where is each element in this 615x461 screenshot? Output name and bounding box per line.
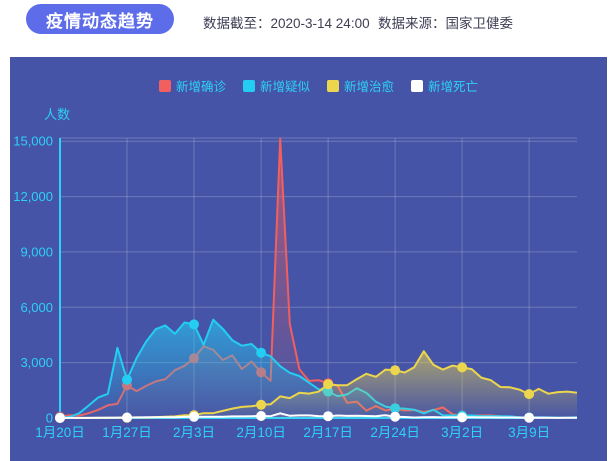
chart-legend: 新增确诊 新增疑似 新增治愈 新增死亡 bbox=[10, 76, 607, 95]
legend-label-confirmed: 新增确诊 bbox=[175, 80, 226, 94]
data-point-marker bbox=[256, 347, 267, 358]
data-point-marker bbox=[524, 412, 535, 423]
y-tick-label: 6,000 bbox=[20, 300, 53, 315]
data-point-marker bbox=[323, 379, 334, 390]
data-cutoff-text: 数据截至：2020-3-14 24:00 bbox=[203, 16, 370, 31]
x-tick-label: 2月24日 bbox=[370, 425, 420, 440]
legend-label-deaths: 新增死亡 bbox=[428, 80, 479, 94]
data-point-marker bbox=[323, 411, 334, 422]
legend-label-cured: 新增治愈 bbox=[344, 80, 395, 94]
legend-item-deaths[interactable]: 新增死亡 bbox=[411, 76, 478, 95]
series-line-3 bbox=[59, 412, 577, 419]
x-tick-label: 2月17日 bbox=[303, 425, 353, 440]
y-tick-label: 3,000 bbox=[20, 355, 53, 370]
data-point-marker bbox=[524, 389, 535, 400]
page-title: 疫情动态趋势 bbox=[46, 11, 154, 31]
data-point-marker bbox=[390, 365, 401, 376]
legend-item-confirmed[interactable]: 新增确诊 bbox=[158, 76, 226, 95]
x-tick-label: 2月3日 bbox=[173, 425, 215, 440]
confirmed-swatch-icon bbox=[158, 79, 171, 92]
data-source-text: 数据来源：国家卫健委 bbox=[378, 16, 513, 31]
data-point-marker bbox=[256, 411, 267, 421]
deaths-swatch-icon bbox=[411, 79, 424, 92]
y-tick-label: 15,000 bbox=[13, 134, 53, 149]
grid-lines bbox=[60, 137, 577, 418]
y-tick-label: 12,000 bbox=[13, 189, 53, 204]
series-area-1 bbox=[60, 319, 577, 418]
y-tick-label: 9,000 bbox=[20, 244, 53, 259]
data-point-marker bbox=[457, 362, 468, 373]
x-tick-label: 1月27日 bbox=[102, 425, 152, 440]
data-point-marker bbox=[457, 412, 468, 423]
x-tick-label: 3月2日 bbox=[441, 425, 483, 440]
page-title-badge: 疫情动态趋势 bbox=[26, 4, 174, 34]
trend-chart: 人数 0 3,000 6,000 9,000 12,000 15,000 1月20日 1月27日… bbox=[13, 107, 578, 440]
data-point-marker bbox=[122, 412, 132, 423]
y-axis-title: 人数 bbox=[44, 107, 70, 122]
data-point-marker bbox=[189, 319, 199, 330]
x-tick-label: 3月9日 bbox=[508, 425, 550, 440]
legend-item-cured[interactable]: 新增治愈 bbox=[327, 76, 394, 95]
data-point-marker bbox=[122, 374, 132, 385]
legend-item-suspected[interactable]: 新增疑似 bbox=[242, 76, 310, 95]
data-point-marker bbox=[390, 411, 401, 422]
data-point-marker bbox=[55, 413, 65, 423]
chart-panel: 新增确诊 新增疑似 新增治愈 新增死亡 人数 0 3,000 6,000 9,000 12… bbox=[10, 57, 607, 461]
data-point-marker bbox=[256, 399, 267, 410]
legend-label-suspected: 新增疑似 bbox=[259, 80, 310, 94]
x-tick-label: 2月10日 bbox=[236, 425, 286, 440]
cured-swatch-icon bbox=[327, 79, 339, 92]
data-point-marker bbox=[189, 411, 199, 422]
y-tick-label: 0 bbox=[46, 411, 53, 426]
suspected-swatch-icon bbox=[242, 79, 255, 92]
x-tick-label: 1月20日 bbox=[35, 425, 85, 440]
